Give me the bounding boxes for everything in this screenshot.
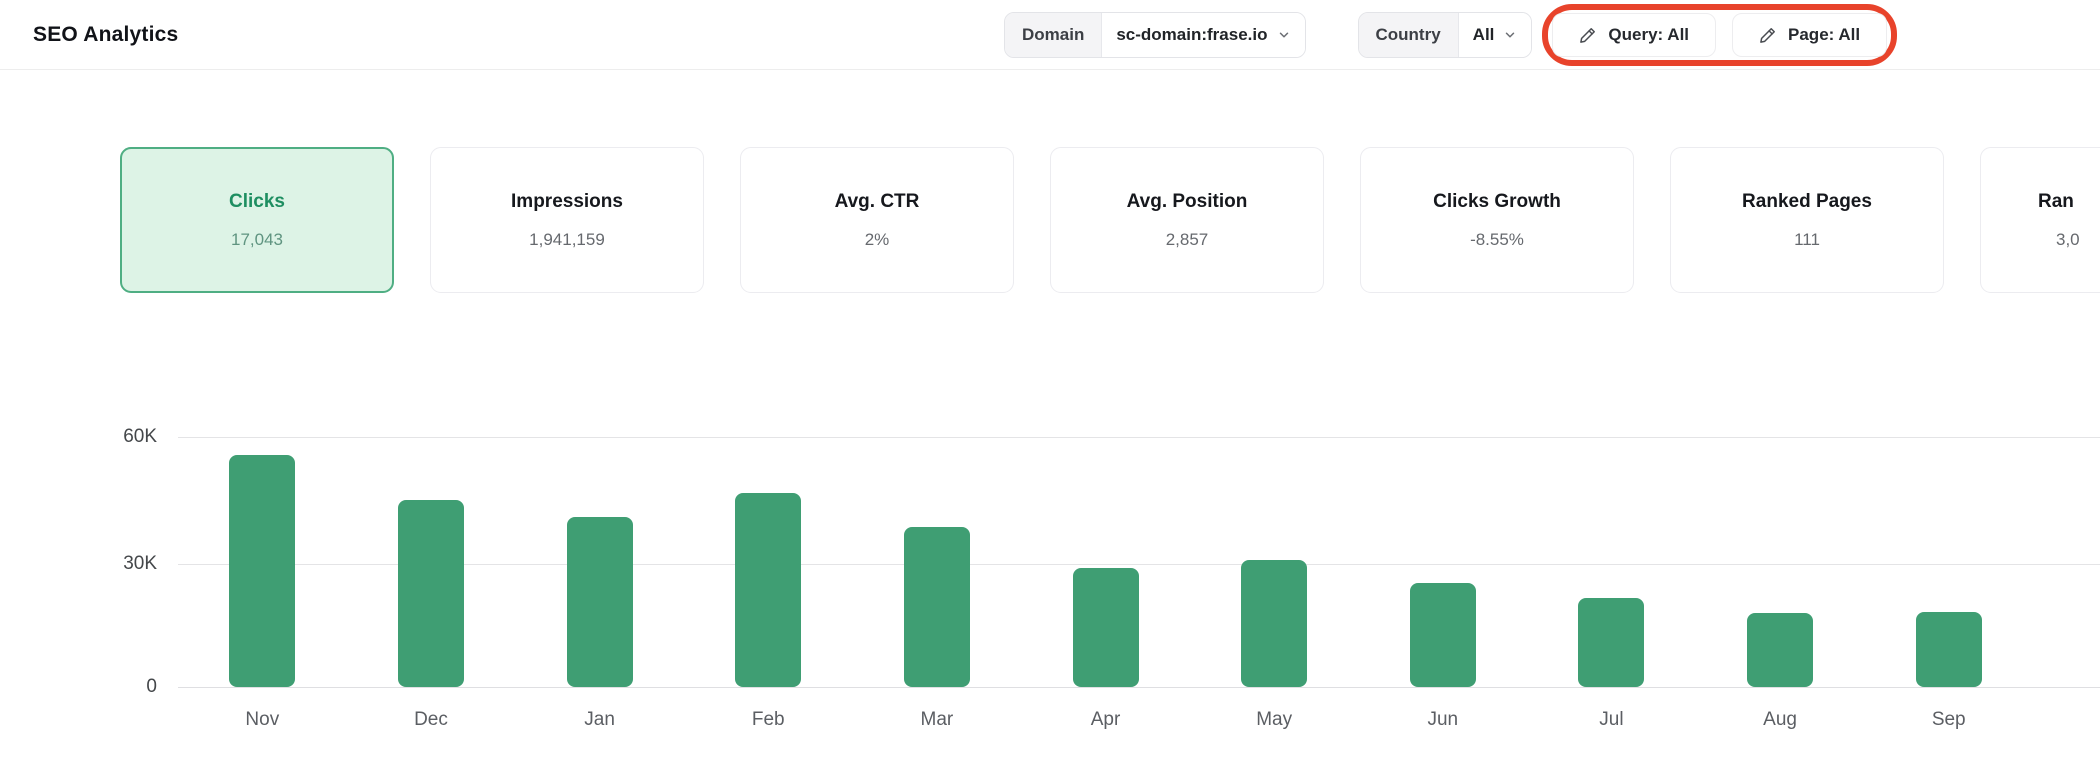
bar-slot xyxy=(178,437,347,687)
bar-dec[interactable] xyxy=(397,500,464,687)
clicks-bar-chart: 60K 30K 0 Nov Dec Jan Feb Mar Apr May Jun Jul Aug… xyxy=(0,426,2100,747)
x-axis-labels: Nov Dec Jan Feb Mar Apr May Jun Jul Aug Sep xyxy=(178,700,2033,740)
bar-feb[interactable] xyxy=(735,493,802,687)
bar-nov[interactable] xyxy=(229,455,296,687)
gridline-60k xyxy=(178,437,2100,438)
bar-sep[interactable] xyxy=(1915,612,1982,687)
gridline-30k xyxy=(178,564,2100,565)
y-axis-tick: 0 xyxy=(146,676,157,697)
bar-jun[interactable] xyxy=(1409,583,1476,687)
metric-card-value: 3,0 xyxy=(2056,229,2080,249)
domain-filter-label: Domain xyxy=(1005,13,1103,57)
domain-filter[interactable]: Domain sc-domain:frase.io xyxy=(1004,12,1306,58)
country-filter-value[interactable]: All xyxy=(1458,13,1532,57)
bar-slot xyxy=(1190,437,1359,687)
metric-card-value: 1,941,159 xyxy=(529,229,605,249)
metric-card-title: Clicks Growth xyxy=(1433,190,1561,212)
chevron-down-icon xyxy=(1279,32,1288,38)
page-title: SEO Analytics xyxy=(33,23,179,46)
metric-card-title: Ran xyxy=(2038,190,2074,212)
page-filter-button[interactable]: Page: All xyxy=(1732,13,1888,57)
country-filter[interactable]: Country All xyxy=(1357,12,1533,58)
metric-card-title: Avg. CTR xyxy=(834,190,920,212)
x-axis-label: Feb xyxy=(751,709,785,730)
x-axis-label: Dec xyxy=(414,709,448,730)
metric-card-value: 2% xyxy=(864,229,890,249)
metric-card-title: Clicks xyxy=(229,190,285,212)
pencil-edit-icon xyxy=(1580,28,1596,43)
pencil-edit-icon xyxy=(1760,28,1775,43)
y-axis-tick: 60K xyxy=(123,426,157,447)
bar-slot xyxy=(1864,437,2033,687)
bar-slot xyxy=(347,437,516,687)
x-axis-label: Aug xyxy=(1763,709,1797,730)
metric-card-ranked-pages[interactable]: Ranked Pages 111 xyxy=(1670,147,1944,293)
query-filter-button-label: Query: All xyxy=(1608,25,1690,44)
x-axis-label: Jul xyxy=(1599,709,1624,730)
metric-card-title: Ranked Pages xyxy=(1742,190,1872,212)
metric-card-value: 17,043 xyxy=(231,229,283,249)
metric-card-value: -8.55% xyxy=(1470,229,1524,249)
x-axis-label: Sep xyxy=(1931,709,1966,730)
x-axis-label: Jun xyxy=(1427,709,1459,730)
metric-card-clipped[interactable]: Ran 3,0 xyxy=(1980,147,2100,293)
bar-slot xyxy=(1358,437,1527,687)
page-filter-button-label: Page: All xyxy=(1788,25,1861,44)
country-filter-value-text: All xyxy=(1472,25,1495,44)
bar-mar[interactable] xyxy=(903,527,970,687)
x-axis-label: Apr xyxy=(1090,709,1121,730)
metric-card-avg-ctr[interactable]: Avg. CTR 2% xyxy=(740,147,1014,293)
bar-slot xyxy=(1527,437,1696,687)
query-filter-button[interactable]: Query: All xyxy=(1552,13,1717,57)
header-controls: Domain sc-domain:frase.io Country All Qu… xyxy=(1004,0,1898,70)
x-axis-label: Mar xyxy=(920,709,954,730)
domain-filter-value[interactable]: sc-domain:frase.io xyxy=(1102,13,1305,57)
metric-card-value: 2,857 xyxy=(1165,229,1209,249)
y-axis-tick: 30K xyxy=(123,553,157,574)
bar-slot xyxy=(515,437,684,687)
x-axis-label: Jan xyxy=(584,709,615,730)
x-axis-label: Nov xyxy=(245,709,280,730)
metric-cards-row: Clicks 17,043 Impressions 1,941,159 Avg.… xyxy=(120,147,2100,293)
metric-card-title: Impressions xyxy=(511,190,623,212)
bar-jul[interactable] xyxy=(1578,598,1645,687)
gridline-baseline xyxy=(178,687,2100,688)
country-filter-label: Country xyxy=(1358,13,1459,57)
metric-card-title: Avg. Position xyxy=(1126,190,1248,212)
chevron-down-icon xyxy=(1506,32,1515,38)
bar-may[interactable] xyxy=(1241,560,1308,687)
domain-filter-value-text: sc-domain:frase.io xyxy=(1116,25,1268,44)
x-axis-label: May xyxy=(1256,709,1293,730)
bar-slot xyxy=(853,437,1022,687)
bar-apr[interactable] xyxy=(1072,568,1139,687)
annotation-highlight: Query: All Page: All xyxy=(1542,4,1898,66)
metric-card-clicks-growth[interactable]: Clicks Growth -8.55% xyxy=(1360,147,1634,293)
metric-card-avg-position[interactable]: Avg. Position 2,857 xyxy=(1050,147,1324,293)
metric-card-clicks[interactable]: Clicks 17,043 xyxy=(120,147,394,293)
bar-slot xyxy=(1696,437,1865,687)
bar-aug[interactable] xyxy=(1747,613,1814,687)
bar-slot xyxy=(1021,437,1190,687)
metric-card-impressions[interactable]: Impressions 1,941,159 xyxy=(430,147,704,293)
metric-card-value: 111 xyxy=(1794,229,1820,249)
chart-bars xyxy=(178,437,2033,687)
header-bar: SEO Analytics Domain sc-domain:frase.io … xyxy=(0,0,2100,70)
bar-slot xyxy=(684,437,853,687)
bar-jan[interactable] xyxy=(566,517,633,687)
